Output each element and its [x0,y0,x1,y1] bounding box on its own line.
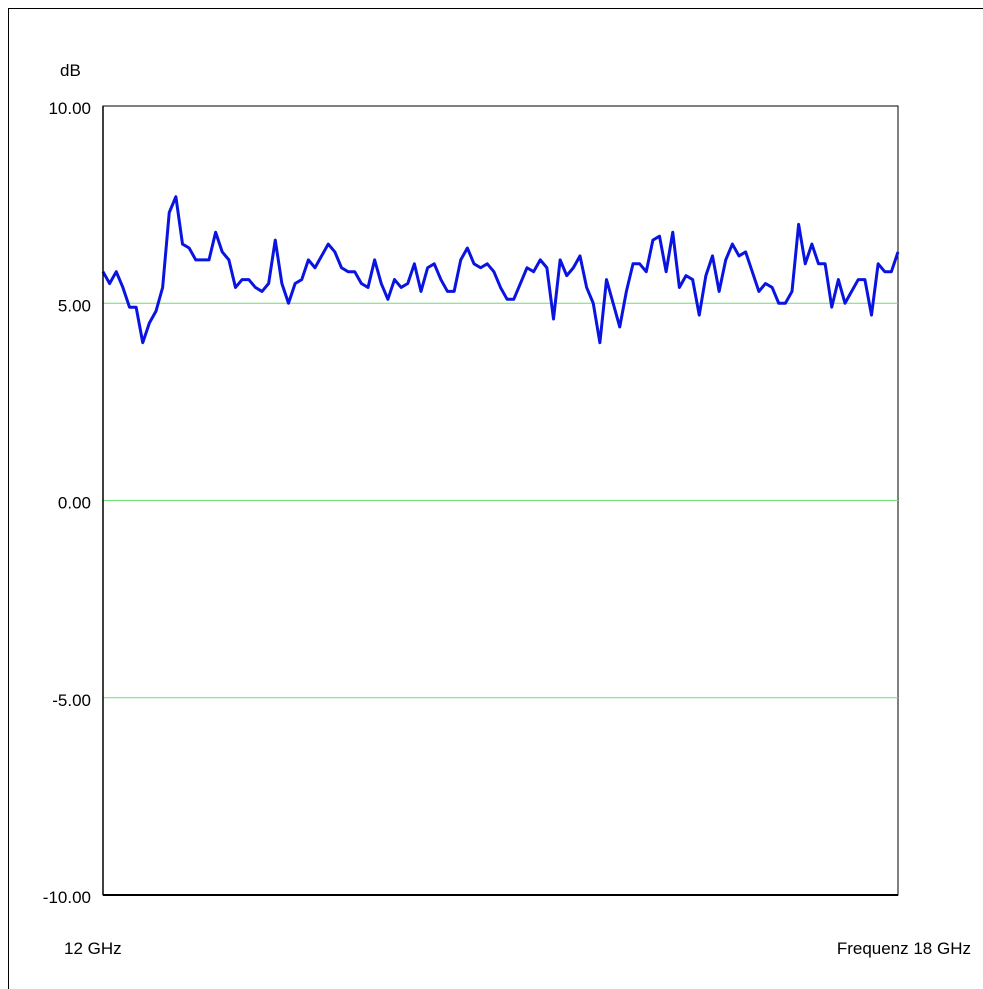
y-axis-label: dB [60,61,81,80]
grid-lines [103,302,898,699]
x-start-label: 12 GHz [64,939,122,958]
chart-frame [8,8,983,989]
y-tick-label: 10.00 [48,99,91,118]
series-line [101,195,900,345]
y-tick-label: -10.00 [43,888,91,907]
y-tick-label: 0.00 [58,494,91,513]
x-end-label: Frequenz 18 GHz [837,939,971,958]
y-tick-label: -5.00 [52,691,91,710]
y-tick-labels: 10.00 5.00 0.00 -5.00 -10.00 [43,99,91,907]
y-tick-label: 5.00 [58,296,91,315]
